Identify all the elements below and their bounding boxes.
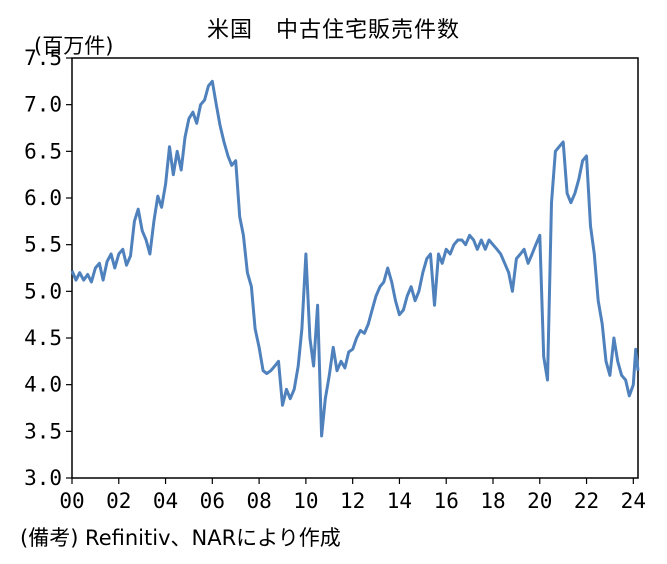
x-tick-label: 02 (106, 489, 131, 513)
series-group (70, 79, 640, 438)
y-tick-label: 6.5 (24, 139, 62, 163)
x-axis: 00 02 04 06 08 10 12 14 16 18 20 22 24 (59, 478, 646, 513)
y-tick-label: 3.5 (24, 419, 62, 443)
y-tick-label: 3.0 (24, 466, 62, 490)
x-tick-label: 14 (387, 489, 412, 513)
y-tick-label: 5.0 (24, 279, 62, 303)
x-tick-label: 22 (574, 489, 599, 513)
x-tick-label: 18 (480, 489, 505, 513)
y-tick-label: 4.5 (24, 326, 62, 350)
x-tick-label: 20 (527, 489, 552, 513)
x-tick-label: 12 (340, 489, 365, 513)
x-tick-label: 06 (200, 489, 225, 513)
y-tick-label: 7.0 (24, 93, 62, 117)
y-unit-label: (百万件) (34, 34, 114, 58)
x-tick-label: 04 (153, 489, 178, 513)
x-tick-label: 08 (246, 489, 271, 513)
y-tick-label: 4.0 (24, 373, 62, 397)
x-tick-label: 24 (621, 489, 646, 513)
plot-frame (71, 57, 639, 479)
y-tick-label: 7.5 (24, 46, 62, 70)
source-note: (備考) Refinitiv、NARにより作成 (20, 526, 341, 550)
y-tick-label: 5.5 (24, 233, 62, 257)
y-tick-label: 6.0 (24, 186, 62, 210)
series-line (70, 79, 640, 438)
chart-title: 米国 中古住宅販売件数 (206, 18, 460, 43)
x-tick-label: 16 (434, 489, 459, 513)
y-axis: 3.0 3.5 4.0 4.5 5.0 5.5 6.0 6.5 7.0 7.5 (24, 46, 72, 490)
x-tick-label: 10 (293, 489, 318, 513)
x-tick-label: 00 (59, 489, 84, 513)
